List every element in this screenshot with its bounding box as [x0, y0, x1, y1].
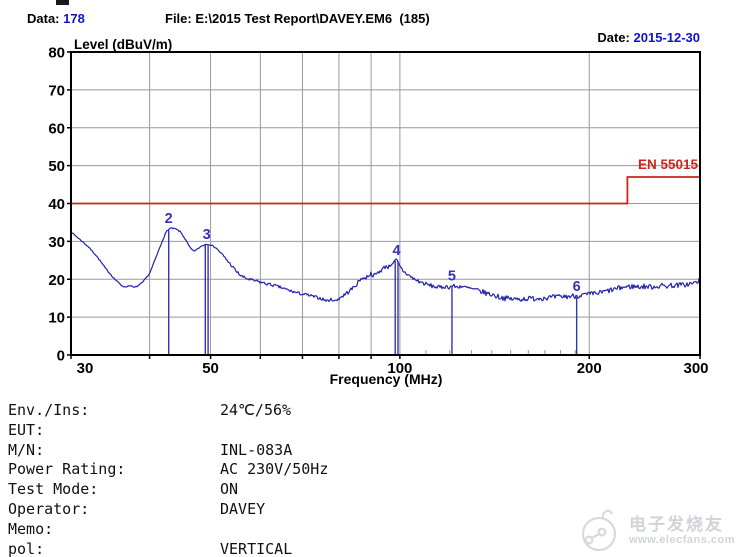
svg-text:3: 3 [203, 227, 211, 243]
date-label: Date: [597, 30, 630, 45]
file-label: File: [165, 11, 192, 26]
svg-text:100: 100 [387, 360, 412, 377]
header-date: Date: 2015-12-30 [597, 30, 700, 45]
data-label: Data: [27, 11, 60, 26]
svg-text:70: 70 [48, 82, 65, 99]
elecfans-watermark: 电子发烧友 www.elecfans.com [574, 506, 735, 556]
svg-text:50: 50 [202, 360, 219, 377]
y-axis-title: Level (dBuV/m) [74, 37, 173, 52]
svg-text:0: 0 [57, 348, 65, 365]
info-row-pol: pol: VERTICAL [8, 539, 293, 557]
info-row-memo: Memo: [8, 519, 54, 538]
svg-text:20: 20 [48, 272, 65, 289]
info-row-env: Env./Ins: 24℃/56% [8, 401, 292, 419]
svg-text:30: 30 [48, 234, 65, 251]
svg-text:300: 300 [683, 360, 708, 377]
info-row-operator: Operator: DAVEY [8, 499, 266, 518]
svg-text:2: 2 [165, 211, 173, 227]
svg-text:50: 50 [48, 158, 65, 175]
info-row-testmode: Test Mode: ON [8, 480, 239, 499]
info-row-mn: M/N: INL-083A [8, 440, 293, 459]
watermark-url: www.elecfans.com [628, 533, 735, 546]
scan-artifact-mark [56, 0, 69, 5]
info-row-eut: EUT: [8, 420, 45, 439]
header-data: Data: 178 [27, 11, 85, 26]
svg-text:200: 200 [577, 360, 602, 377]
svg-text:60: 60 [48, 120, 65, 137]
test-info-table: Env./Ins: 24℃/56% EUT: M/N: INL-083A Power… [8, 401, 328, 557]
x-axis-title: Frequency (MHz) [329, 371, 443, 387]
svg-text:6: 6 [573, 279, 581, 295]
svg-text:80: 80 [48, 45, 65, 62]
info-row-power: Power Rating: AC 230V/50Hz [8, 460, 329, 479]
svg-text:4: 4 [393, 243, 401, 259]
elecfans-logo-icon [581, 509, 617, 552]
limit-line-label: EN 55015 [637, 157, 698, 172]
file-path: E:\2015 Test Report\DAVEY.EM6 (185) [195, 11, 430, 26]
date-value: 2015-12-30 [633, 30, 701, 45]
data-count: 178 [63, 11, 85, 26]
header-file: File: E:\2015 Test Report\DAVEY.EM6 (185… [165, 11, 430, 26]
watermark-brand: 电子发烧友 [628, 514, 724, 534]
svg-text:5: 5 [448, 269, 456, 285]
svg-text:30: 30 [77, 360, 94, 377]
svg-text:40: 40 [48, 196, 65, 213]
svg-text:10: 10 [48, 310, 65, 327]
watermark-text: 电子发烧友 www.elecfans.com [628, 514, 735, 547]
